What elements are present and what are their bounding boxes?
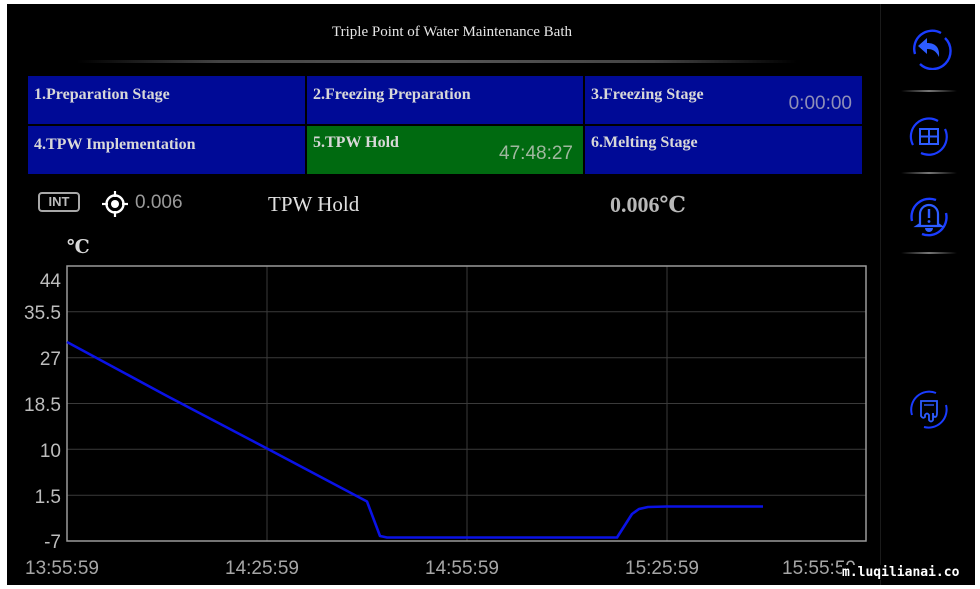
x-tick-label: 14:25:59 (225, 558, 299, 579)
stage-label: 2.Freezing Preparation (313, 86, 471, 103)
y-axis-unit: ℃ (67, 237, 90, 258)
crosshair-target-icon (102, 191, 128, 217)
stage-1-preparation[interactable]: 1.Preparation Stage (28, 76, 305, 124)
stage-6-melting[interactable]: 6.Melting Stage (585, 126, 862, 174)
stage-timer: 0:00:00 (788, 93, 852, 114)
stage-label: 6.Melting Stage (591, 134, 698, 151)
plot-frame (66, 265, 867, 542)
sidebar-divider (901, 252, 957, 254)
x-tick-label: 15:55:59 (782, 558, 856, 579)
grid-lines (67, 266, 866, 541)
stage-label: 3.Freezing Stage (591, 86, 704, 103)
stage-grid: 1.Preparation Stage 2.Freezing Preparati… (28, 76, 862, 174)
x-tick-label: 14:55:59 (425, 558, 499, 579)
stage-label: 5.TPW Hold (313, 134, 399, 151)
temperature-readout: 0.006℃ (610, 192, 686, 217)
sidebar-divider (901, 172, 957, 174)
setpoint-value: 0.006 (135, 192, 183, 213)
y-tick-label: 35.5 (24, 303, 61, 324)
y-tick-label: -7 (44, 532, 61, 553)
device-screen: Triple Point of Water Maintenance Bath 1… (7, 4, 975, 585)
temperature-series-line (66, 340, 763, 539)
grid-table-icon[interactable] (906, 114, 952, 160)
page-title: Triple Point of Water Maintenance Bath (332, 24, 572, 40)
back-arrow-icon[interactable] (906, 24, 952, 70)
sidebar (880, 4, 976, 585)
y-tick-label: 27 (39, 349, 61, 370)
y-tick-label: 1.5 (34, 487, 61, 508)
temperature-chart: 44 35.5 27 18.5 10 1.5 -7 13:55:59 14:25… (7, 254, 880, 585)
int-mode-badge: INT (38, 192, 80, 212)
stage-label: 4.TPW Implementation (34, 136, 196, 153)
stage-5-tpw-hold[interactable]: 5.TPW Hold 47:48:27 (307, 126, 583, 174)
y-tick-label: 10 (39, 441, 61, 462)
stage-4-tpw-implementation[interactable]: 4.TPW Implementation (28, 126, 305, 174)
bell-alarm-icon[interactable] (906, 194, 952, 240)
current-stage-name: TPW Hold (268, 192, 360, 216)
y-tick-label: 44 (39, 271, 61, 292)
x-tick-label: 13:55:59 (25, 558, 99, 579)
y-tick-label: 18.5 (24, 395, 61, 416)
stage-timer: 47:48:27 (499, 143, 573, 164)
x-tick-label: 15:25:59 (625, 558, 699, 579)
stage-label: 1.Preparation Stage (34, 86, 170, 103)
melting-ice-icon[interactable] (906, 387, 952, 433)
stage-2-freezing-preparation[interactable]: 2.Freezing Preparation (307, 76, 583, 124)
sidebar-divider (901, 90, 957, 92)
chart-plot (66, 265, 867, 542)
main-panel: Triple Point of Water Maintenance Bath 1… (7, 4, 880, 585)
stage-3-freezing[interactable]: 3.Freezing Stage 0:00:00 (585, 76, 862, 124)
title-divider (77, 60, 797, 63)
status-row: INT 0.006 TPW Hold 0.006℃ (7, 186, 880, 222)
watermark-text: m.luqilianai.co (842, 565, 960, 580)
